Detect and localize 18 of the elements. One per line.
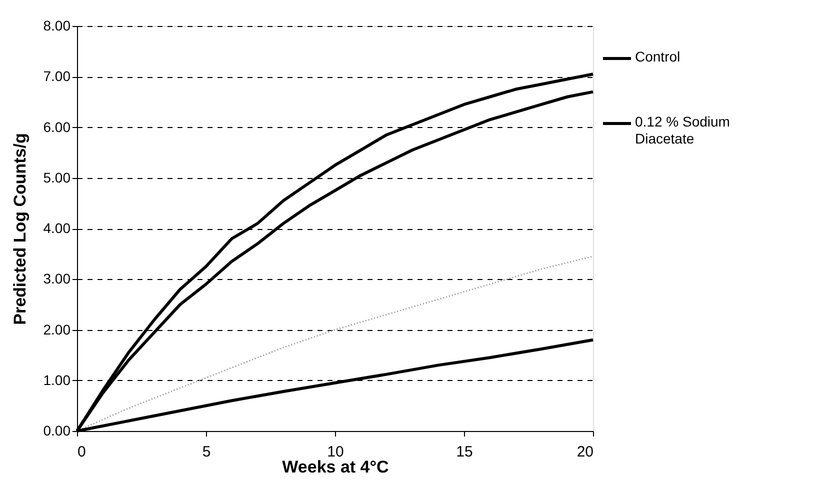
y-tick-label: 7.00 — [43, 68, 71, 84]
y-tick-label: 3.00 — [43, 270, 71, 287]
y-tick-label: 5.00 — [43, 169, 71, 186]
x-tick-label: 5 — [202, 444, 211, 460]
x-tick-label: 20 — [576, 444, 594, 460]
x-tick-label: 0 — [78, 444, 86, 460]
y-tick-label: 1.00 — [43, 372, 71, 388]
y-axis-title: Predicted Log Counts/g — [10, 133, 30, 325]
legend-label: Control — [635, 48, 680, 64]
x-tick-label: 10 — [327, 444, 344, 460]
x-tick-label: 15 — [456, 444, 473, 460]
y-tick-label: 0.00 — [43, 422, 71, 438]
y-tick-label: 8.00 — [43, 18, 71, 34]
y-tick-label: 2.00 — [43, 321, 71, 338]
y-tick-label: 6.00 — [43, 118, 71, 135]
legend-label: 0.12 % Sodium Diacetate — [635, 114, 730, 146]
y-tick-label: 4.00 — [43, 220, 71, 236]
x-axis-title: Weeks at 4°C — [282, 458, 389, 476]
